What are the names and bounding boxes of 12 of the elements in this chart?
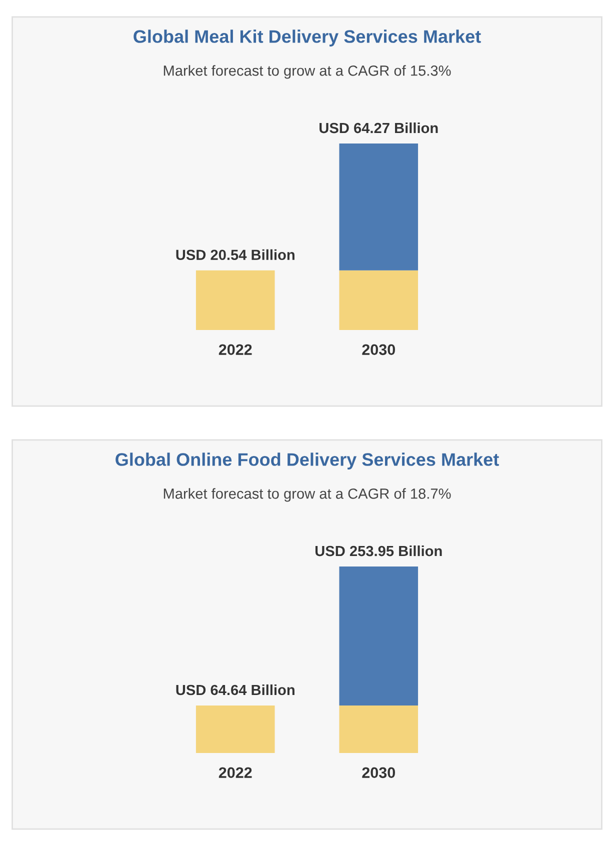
x-tick-label: 2022 [218,344,252,356]
chart-subtitle: Market forecast to grow at a CAGR of 18.7% [164,488,451,502]
x-tick-label: 2030 [362,767,395,778]
data-label: USD 64.64 Billion [176,684,294,696]
chart-title: Global Meal Kit Delivery Services Market [134,30,481,46]
x-tick-label: 2030 [362,344,395,356]
chart-title: Global Online Food Delivery Services Market [116,452,499,470]
chart-subtitle: Market forecast to grow at a CAGR of 15.3% [164,65,451,79]
total-label: USD 64.27 Billion [320,122,438,134]
total-label: USD 253.95 Billion [315,545,442,556]
x-tick-label: 2022 [218,767,252,778]
data-label: USD 20.54 Billion [176,249,294,260]
